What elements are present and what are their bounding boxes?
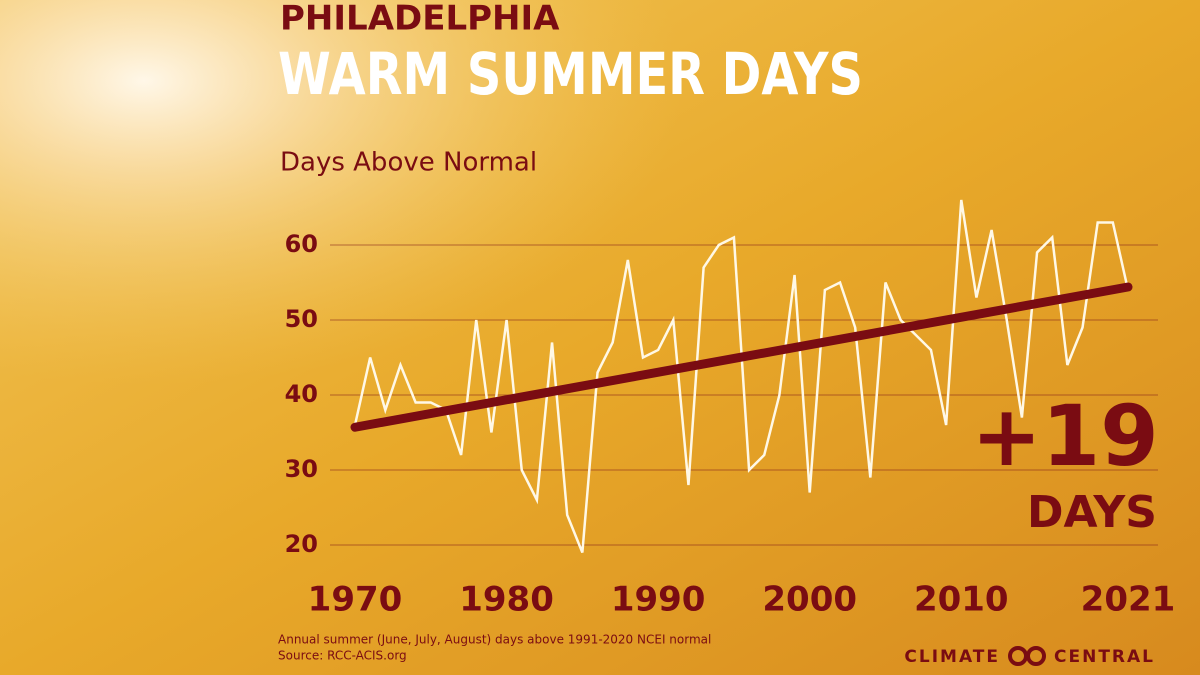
x-tick-label: 2000 <box>762 580 857 620</box>
y-tick-label: 40 <box>285 380 318 408</box>
y-tick-label: 20 <box>285 530 318 558</box>
logo-icon <box>1008 646 1046 666</box>
logo-right: CENTRAL <box>1054 647 1155 667</box>
chart-title: PHILADELPHIA <box>280 0 560 39</box>
x-tick-label: 2010 <box>914 580 1009 620</box>
x-tick-label: 1970 <box>308 580 403 620</box>
y-tick-label: 30 <box>285 455 318 483</box>
footnote: Annual summer (June, July, August) days … <box>278 633 711 647</box>
annotation-unit: DAYS <box>1027 487 1157 538</box>
source: Source: RCC-ACIS.org <box>278 649 407 663</box>
annotation-value: +19 <box>971 387 1158 485</box>
x-tick-label: 1990 <box>611 580 706 620</box>
x-tick-label: 2021 <box>1081 580 1176 620</box>
chart-subtitle: WARM SUMMER DAYS <box>278 40 863 108</box>
y-axis-label: Days Above Normal <box>280 148 537 178</box>
logo-left: CLIMATE <box>904 647 1000 667</box>
x-tick-label: 1980 <box>459 580 554 620</box>
y-tick-label: 50 <box>285 305 318 333</box>
y-tick-label: 60 <box>285 230 318 258</box>
trend-line <box>350 282 1133 432</box>
